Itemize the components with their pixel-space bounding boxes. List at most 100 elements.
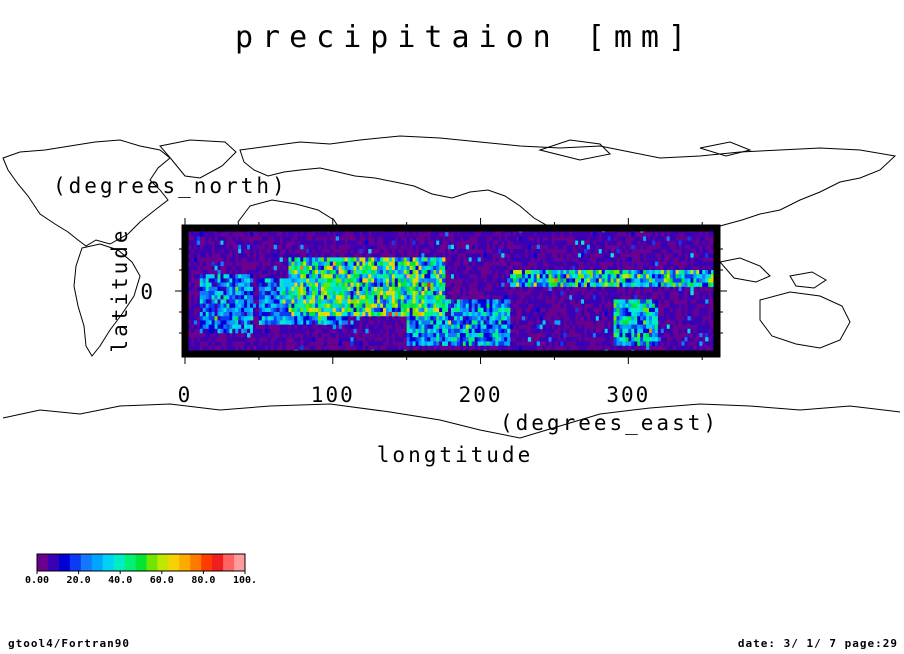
heatmap-cell [483,328,487,334]
x-axis-ticks [184,218,703,364]
heatmap-cell [651,253,656,258]
heatmap-cell [291,312,295,317]
heatmap-cell [453,316,458,321]
heatmap-cell [300,316,304,321]
heatmap-cell [501,307,505,313]
heatmap-cell [202,282,206,288]
heatmap-cell [267,337,272,342]
heatmap-cell [205,295,209,300]
heatmap-cell [646,240,650,246]
heatmap-cell [527,253,532,258]
heatmap-cell [495,341,499,346]
heatmap-cell [504,328,508,334]
heatmap-cell [554,270,558,275]
heatmap-cell [403,270,407,275]
heatmap-cell [486,291,490,296]
heatmap-cell [359,257,363,262]
heatmap-cell [424,274,428,279]
heatmap-cell [557,291,561,296]
heatmap-cell [400,257,405,262]
colorbar-swatch [113,554,125,571]
heatmap-cell [306,265,310,271]
heatmap-cell [383,265,387,271]
heatmap-cell [427,316,431,321]
heatmap-cell [486,341,490,346]
heatmap-cell [705,312,709,317]
heatmap-cell [412,299,416,304]
heatmap-cell [637,312,641,317]
heatmap-cell [530,282,535,288]
heatmap-cell [220,278,224,283]
heatmap-cell [575,324,579,330]
heatmap-cell [250,291,254,296]
heatmap-cell [640,291,644,296]
heatmap-cell [498,270,502,275]
heatmap-cell [294,244,298,250]
heatmap-cell [303,257,307,262]
colorbar-labels: 0.00 20.0 40.0 60.0 80.0 100. [25,571,257,586]
heatmap-cell [607,253,611,258]
heatmap-cell [504,291,508,296]
heatmap-cell [294,261,298,267]
heatmap-cell [383,312,387,317]
heatmap-cell [545,328,549,334]
heatmap-cell [312,236,316,241]
heatmap-cell [486,337,490,342]
heatmap-cell [575,274,579,279]
heatmap-cell [521,265,526,271]
heatmap-cell [199,274,204,279]
heatmap-cell [297,341,301,346]
heatmap-cell [347,261,351,267]
heatmap-cell [211,316,215,321]
heatmap-cell [666,282,671,288]
heatmap-cell [377,324,381,330]
heatmap-cell [669,299,673,304]
heatmap-cell [232,303,236,309]
heatmap-cell [247,295,251,300]
heatmap-cell [418,261,422,267]
heatmap-cell [335,328,339,334]
heatmap-cell [681,312,685,317]
heatmap-cell [403,307,407,313]
heatmap-cell [196,341,201,346]
heatmap-cell [533,316,538,321]
heatmap-cell [187,307,192,313]
heatmap-cell [241,278,245,283]
heatmap-cell [657,333,662,338]
heatmap-cell [347,307,351,313]
heatmap-cell [651,240,656,246]
heatmap-cell [214,278,218,283]
heatmap-cell [282,274,286,279]
heatmap-cell [403,286,407,292]
heatmap-cell [711,291,715,296]
heatmap-cell [468,320,472,325]
heatmap-cell [238,244,242,250]
heatmap-cell [675,278,679,283]
heatmap-cell [394,261,399,267]
heatmap-cell [581,270,585,275]
heatmap-cell [232,253,236,258]
heatmap-cell [539,286,543,292]
heatmap-cell [622,320,626,325]
heatmap-cell [569,282,573,288]
heatmap-cell [371,253,375,258]
heatmap-cell [359,282,363,288]
heatmap-cell [427,261,431,267]
heatmap-cell [258,265,263,271]
heatmap-cell [584,345,588,351]
heatmap-cell [646,299,650,304]
heatmap-cell [598,299,603,304]
heatmap-cell [492,316,496,321]
heatmap-cell [483,324,487,330]
heatmap-cell [315,244,319,250]
heatmap-cell [359,249,363,254]
heatmap-cell [368,257,372,262]
heatmap-cell [489,299,493,304]
heatmap-cell [288,320,292,325]
heatmap-cell [598,278,603,283]
heatmap-cell [654,316,659,321]
heatmap-cell [711,244,715,250]
heatmap-cell [344,282,348,288]
heatmap-cell [353,240,357,246]
heatmap-cell [285,249,289,254]
